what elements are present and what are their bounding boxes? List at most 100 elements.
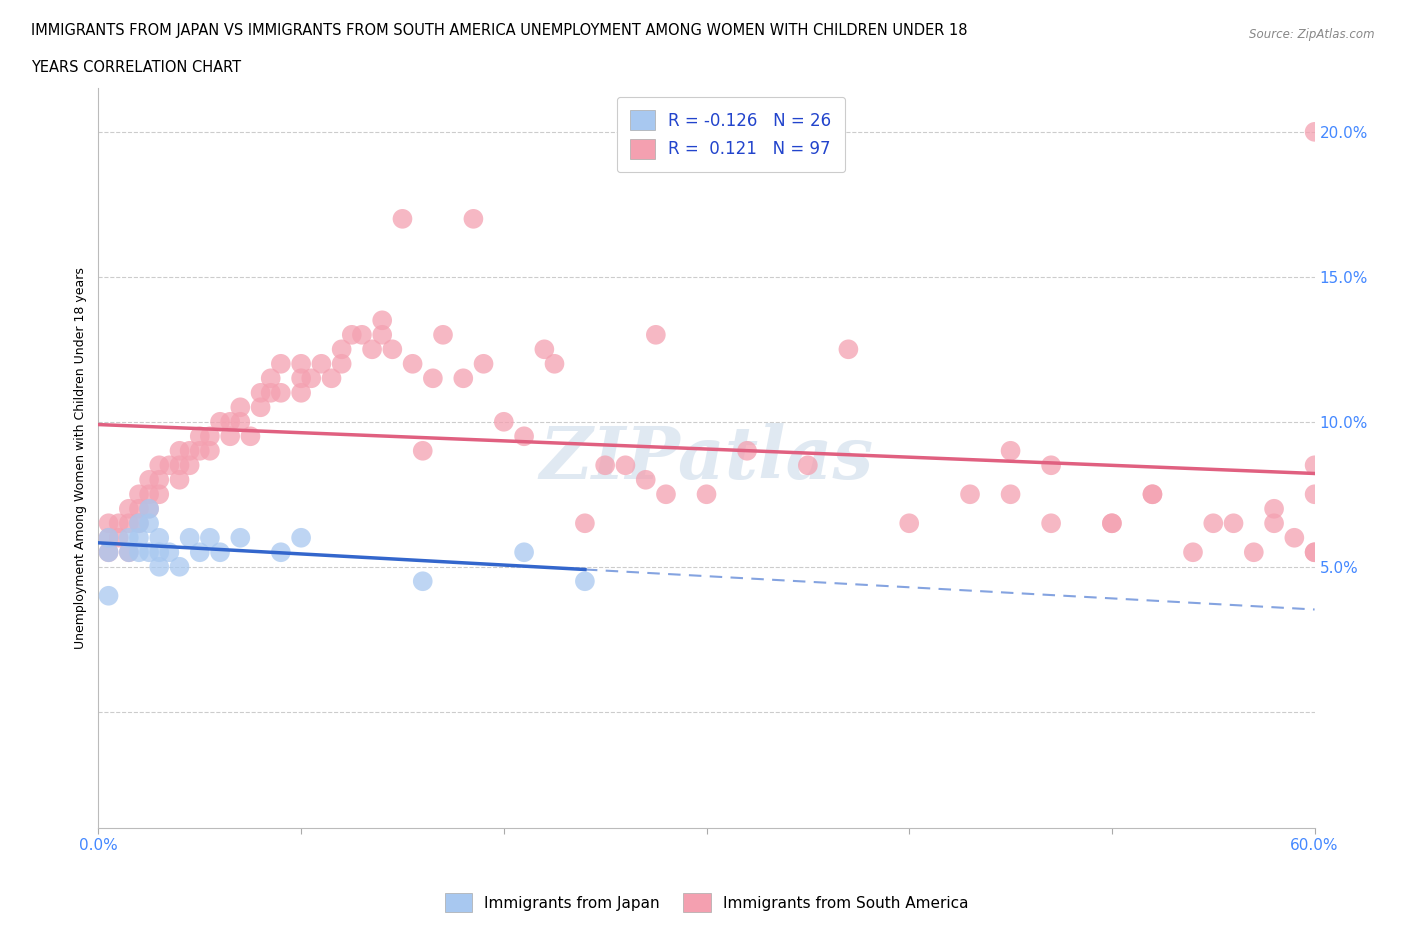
Point: [118, 501, 141, 516]
Point: [138, 486, 160, 501]
Point: [1243, 545, 1265, 560]
Point: [97, 589, 120, 604]
Point: [350, 327, 373, 342]
Point: [138, 501, 160, 516]
Point: [148, 530, 170, 545]
Point: [97, 530, 120, 545]
Point: [311, 356, 333, 371]
Point: [169, 458, 191, 472]
Point: [412, 444, 434, 458]
Point: [179, 444, 201, 458]
Point: [107, 516, 129, 531]
Point: [179, 458, 201, 472]
Point: [593, 458, 616, 472]
Point: [1303, 458, 1326, 472]
Point: [188, 545, 211, 560]
Point: [1303, 486, 1326, 501]
Point: [391, 211, 413, 226]
Point: [138, 501, 160, 516]
Point: [169, 559, 191, 574]
Point: [290, 356, 312, 371]
Point: [148, 472, 170, 487]
Point: [1101, 516, 1123, 531]
Point: [148, 559, 170, 574]
Point: [128, 486, 150, 501]
Point: [513, 545, 536, 560]
Point: [260, 385, 283, 400]
Point: [148, 545, 170, 560]
Point: [1263, 516, 1285, 531]
Point: [1222, 516, 1244, 531]
Point: [97, 545, 120, 560]
Point: [179, 530, 201, 545]
Point: [148, 486, 170, 501]
Point: [422, 371, 444, 386]
Point: [1101, 516, 1123, 531]
Point: [696, 486, 718, 501]
Point: [229, 530, 252, 545]
Point: [1303, 545, 1326, 560]
Point: [381, 342, 404, 357]
Point: [270, 545, 292, 560]
Point: [118, 545, 141, 560]
Point: [1040, 516, 1063, 531]
Point: [290, 371, 312, 386]
Point: [138, 516, 160, 531]
Point: [157, 458, 180, 472]
Point: [97, 530, 120, 545]
Point: [219, 429, 242, 444]
Point: [361, 342, 384, 357]
Point: [533, 342, 555, 357]
Point: [1284, 530, 1306, 545]
Point: [97, 516, 120, 531]
Text: Source: ZipAtlas.com: Source: ZipAtlas.com: [1250, 28, 1375, 41]
Point: [432, 327, 454, 342]
Point: [472, 356, 495, 371]
Point: [321, 371, 343, 386]
Point: [229, 400, 252, 415]
Point: [614, 458, 637, 472]
Point: [371, 312, 394, 327]
Point: [543, 356, 565, 371]
Point: [188, 444, 211, 458]
Point: [138, 545, 160, 560]
Point: [1303, 125, 1326, 140]
Point: [299, 371, 322, 386]
Text: YEARS CORRELATION CHART: YEARS CORRELATION CHART: [31, 60, 240, 75]
Point: [492, 415, 515, 430]
Point: [1303, 545, 1326, 560]
Point: [270, 356, 292, 371]
Point: [1142, 486, 1164, 501]
Point: [270, 385, 292, 400]
Point: [634, 472, 657, 487]
Point: [249, 400, 271, 415]
Text: IMMIGRANTS FROM JAPAN VS IMMIGRANTS FROM SOUTH AMERICA UNEMPLOYMENT AMONG WOMEN : IMMIGRANTS FROM JAPAN VS IMMIGRANTS FROM…: [31, 23, 967, 38]
Point: [290, 385, 312, 400]
Point: [198, 444, 221, 458]
Point: [340, 327, 363, 342]
Point: [1000, 486, 1022, 501]
Point: [837, 342, 859, 357]
Point: [249, 385, 271, 400]
Point: [1000, 444, 1022, 458]
Point: [898, 516, 921, 531]
Point: [97, 545, 120, 560]
Point: [229, 415, 252, 430]
Point: [118, 516, 141, 531]
Point: [330, 356, 353, 371]
Point: [128, 501, 150, 516]
Point: [138, 472, 160, 487]
Point: [169, 472, 191, 487]
Point: [118, 530, 141, 545]
Point: [453, 371, 475, 386]
Point: [371, 327, 394, 342]
Point: [655, 486, 678, 501]
Point: [198, 530, 221, 545]
Point: [157, 545, 180, 560]
Point: [574, 516, 596, 531]
Point: [513, 429, 536, 444]
Point: [209, 545, 232, 560]
Point: [412, 574, 434, 589]
Point: [209, 415, 232, 430]
Point: [118, 545, 141, 560]
